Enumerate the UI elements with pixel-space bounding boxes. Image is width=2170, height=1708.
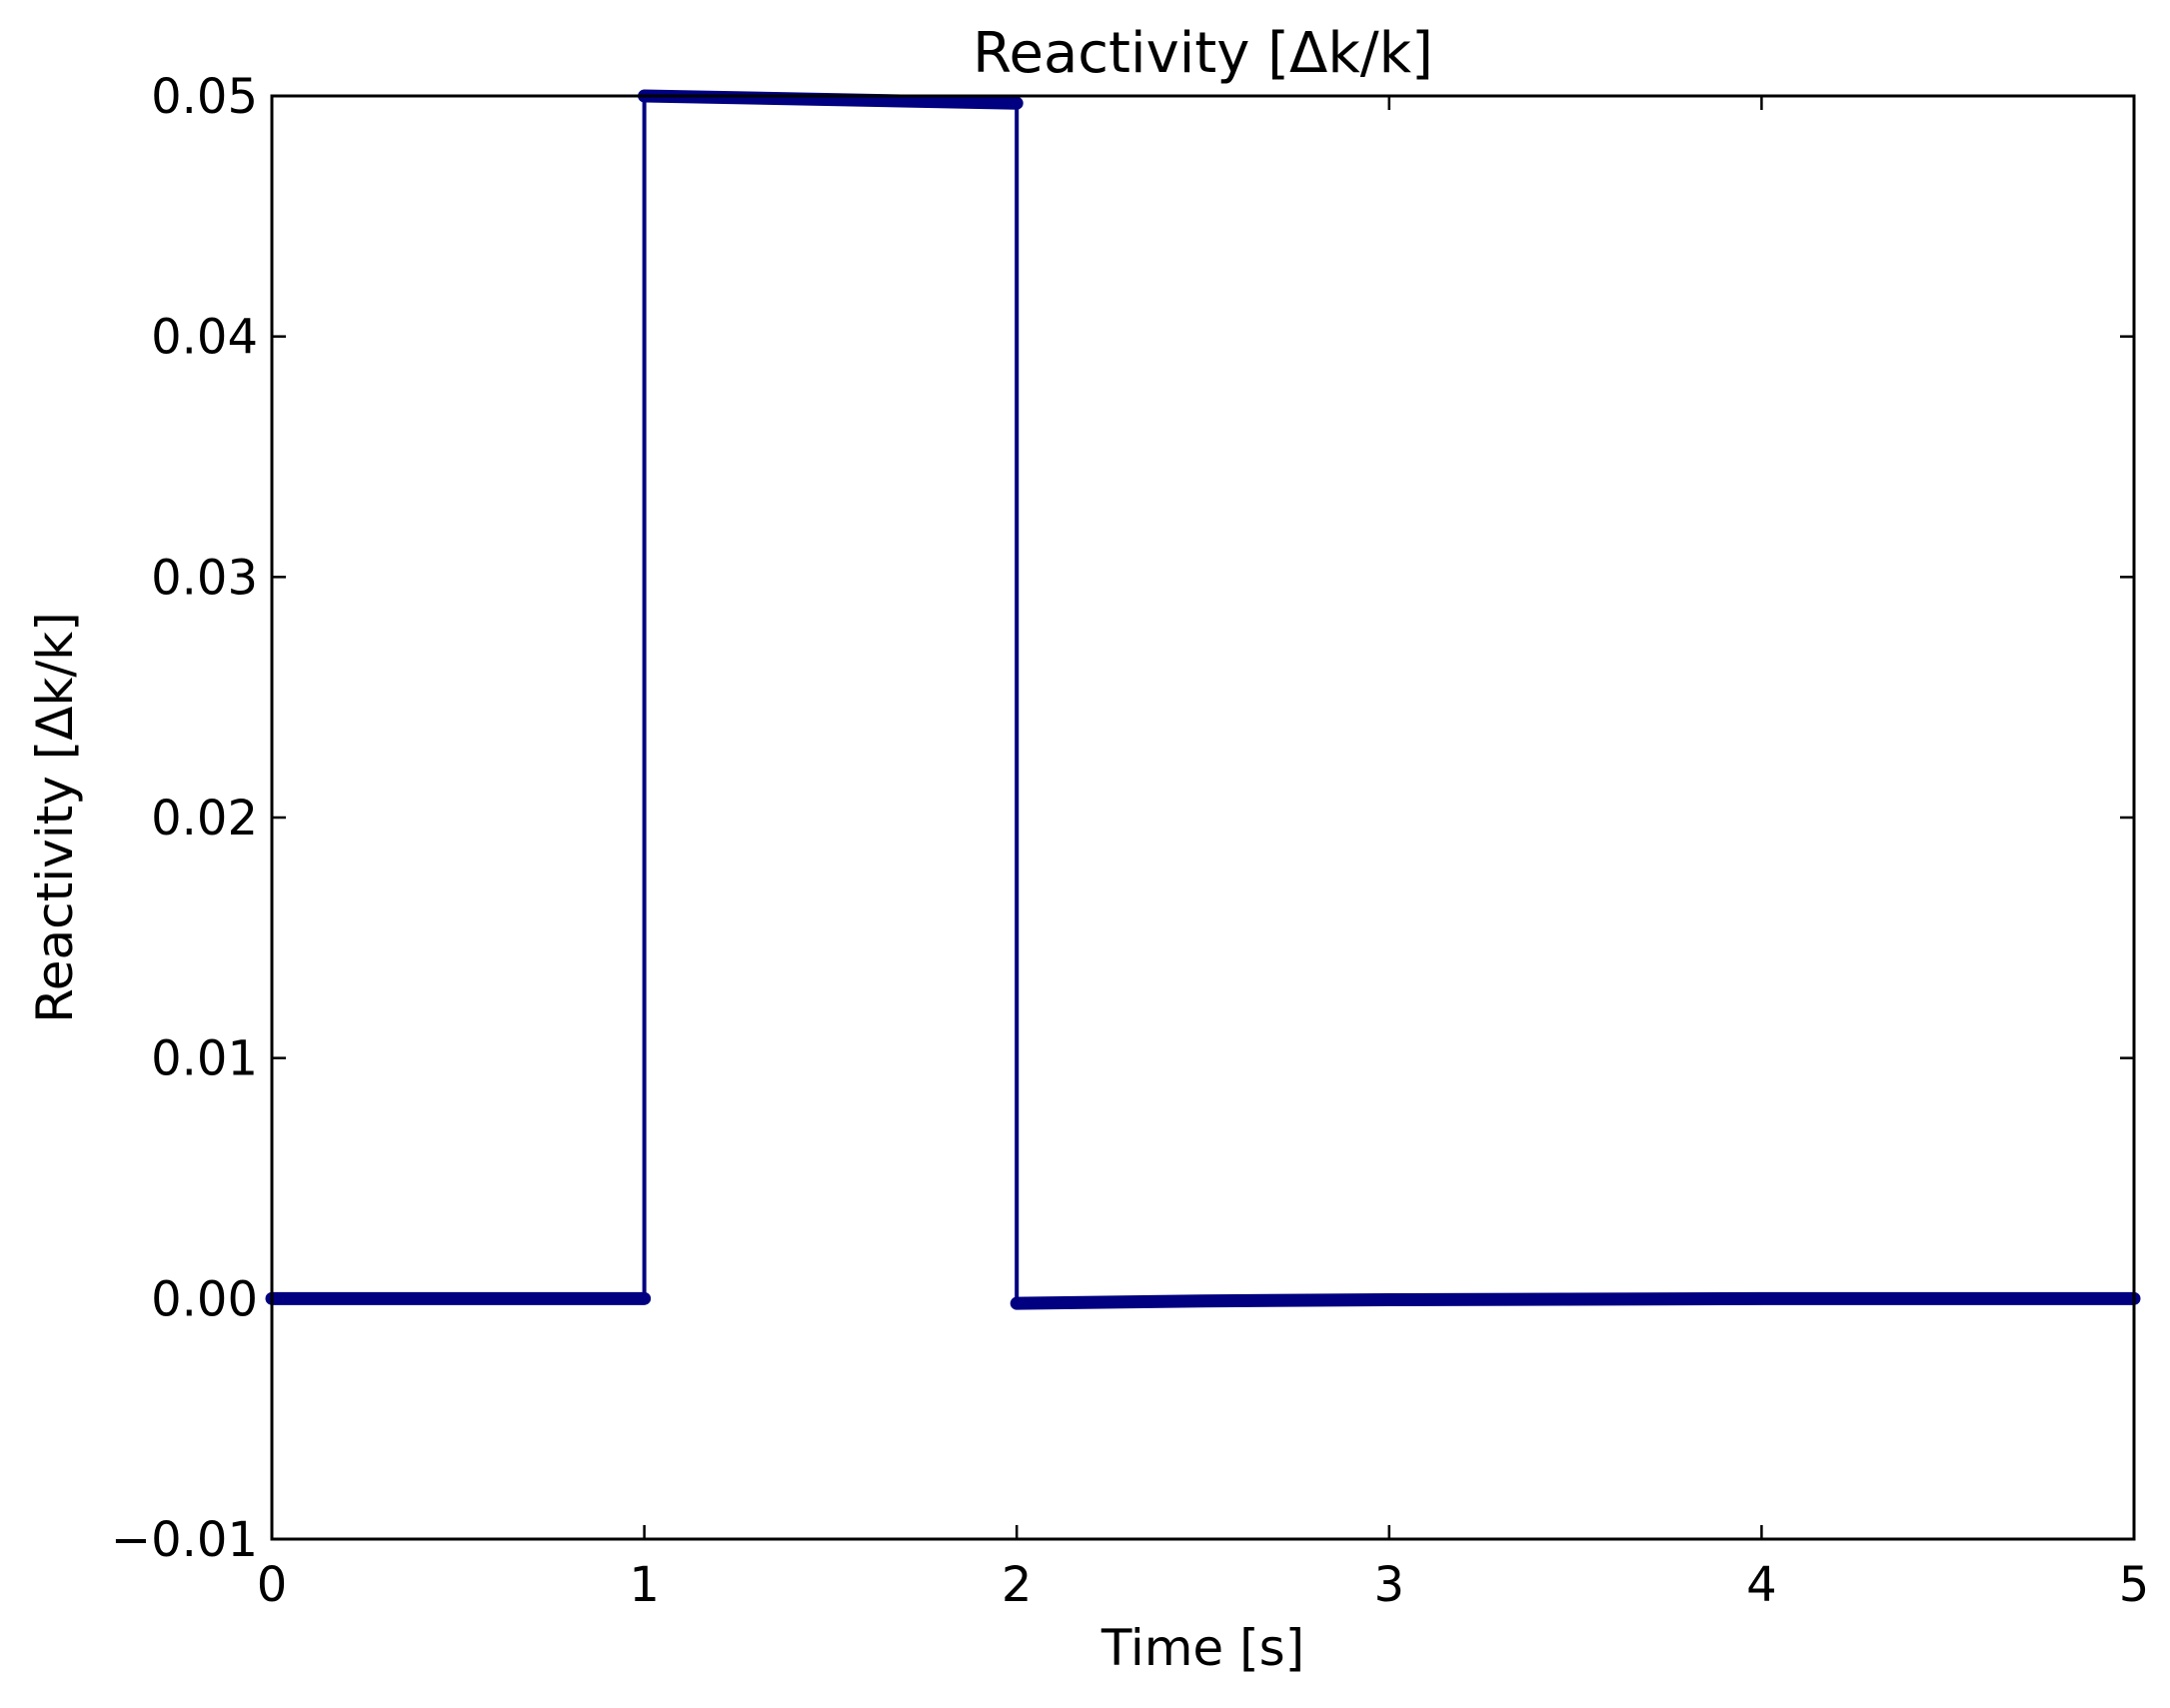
x-tick-label: 2 [1002,1557,1033,1613]
y-tick-label: 0.05 [151,69,258,125]
x-tick-label: 1 [629,1557,660,1613]
y-tick-label: 0.02 [151,791,258,847]
x-axis-title: Time [s] [1100,1619,1304,1677]
data-series [265,89,2141,1310]
y-axis-title: Reactivity [Δk/k] [26,612,84,1022]
y-tick-label: 0.01 [151,1031,258,1087]
x-tick-label: 0 [257,1557,288,1613]
y-tick-label: −0.01 [111,1512,258,1568]
x-tick-label: 4 [1746,1557,1777,1613]
series-line [272,93,2134,1306]
y-tick-label: 0.00 [151,1271,258,1327]
plot-area-frame [270,94,2136,1541]
x-tick-label: 3 [1374,1557,1405,1613]
x-tick-label: 5 [2119,1557,2150,1613]
y-tick-label: 0.04 [151,310,258,366]
axis-ticks: 0 1 2 3 4 5 −0.01 0.00 0.01 0.02 0.03 0.04 0.05 [111,69,2149,1613]
chart-title: Reactivity [Δk/k] [973,21,1433,86]
y-tick-label: 0.03 [151,550,258,606]
series-segment [1010,1291,2141,1310]
